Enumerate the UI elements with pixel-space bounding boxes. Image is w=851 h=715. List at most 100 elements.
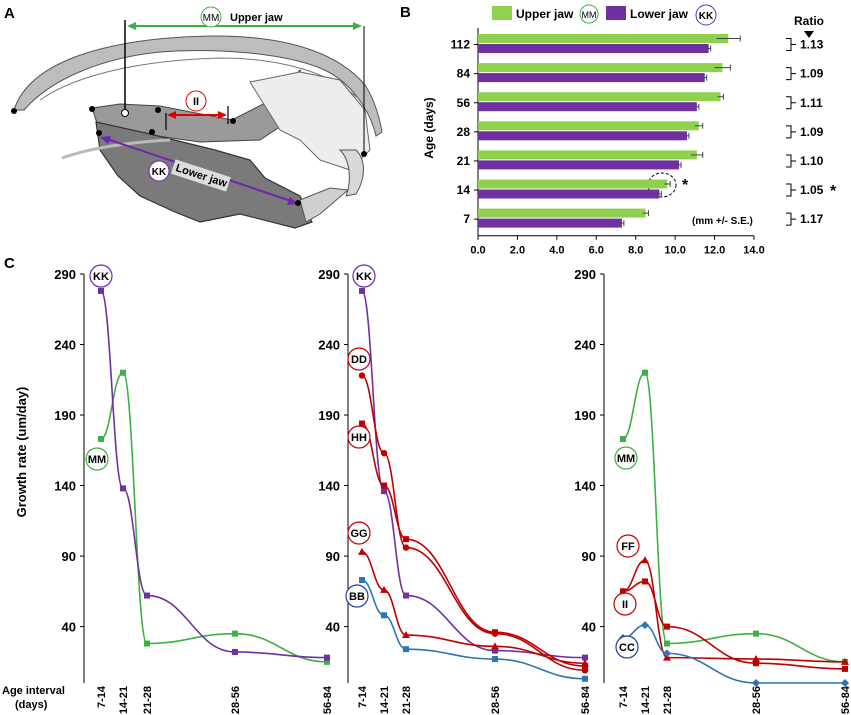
marker-hh: [403, 536, 409, 543]
marker-kk: [582, 654, 588, 661]
series-badge-circle: [89, 264, 113, 288]
line-y-tick-label: 190: [574, 408, 596, 423]
marker-gg: [491, 642, 499, 650]
marker-hh: [381, 482, 387, 489]
bar-kk: [478, 131, 687, 141]
line-x-tick-label: 28-56: [751, 686, 763, 714]
line-x-tick-label: 21-28: [142, 686, 154, 714]
line-y-tick-label: 190: [318, 408, 340, 423]
marker-dd: [358, 372, 366, 379]
marker-gg: [358, 547, 366, 555]
line-x-tick-label: 14-21: [118, 686, 130, 714]
upper-jaw-badge: MM: [203, 13, 220, 24]
marker-ii: [642, 578, 648, 585]
marker-kk: [492, 647, 498, 654]
series-badge-circle: [347, 521, 371, 545]
legend-lower-label: Lower jaw: [630, 7, 689, 21]
bar-chart: Upper jaw MM Lower jaw KK Age (days) Rat…: [422, 4, 837, 257]
marker-mm: [664, 640, 670, 647]
series-badge-circle: [613, 592, 637, 616]
series-badge-circle: [345, 584, 369, 608]
ratio-bracket: [786, 96, 796, 110]
marker-mm: [620, 436, 626, 443]
marker-bb: [582, 675, 588, 682]
series-badge-label: KK: [93, 271, 109, 283]
line-x-tick-label: 7-14: [357, 685, 369, 708]
bar-x-tick-label: 0.0: [470, 245, 485, 257]
line-y-tick-label: 90: [582, 549, 596, 564]
line-y-tick-label: 290: [54, 267, 76, 282]
line-x-tick-label: 56-84: [840, 685, 851, 714]
line-y-tick-label: 240: [54, 338, 76, 353]
line-x-tick-label: 7-14: [96, 685, 108, 708]
marker-cc: [841, 679, 849, 687]
series-badge-label: BB: [349, 591, 365, 603]
marker-ff: [641, 556, 649, 564]
series-line-ff: [622, 559, 846, 663]
series-line-mm: [622, 371, 846, 663]
line-x-tick-label: 7-14: [618, 685, 630, 708]
line-y-tick-label: 190: [54, 408, 76, 423]
series-line-ii: [622, 580, 846, 670]
marker-kk: [324, 654, 330, 661]
marker-gg: [380, 585, 388, 593]
marker-kk: [144, 592, 150, 599]
marker-bb: [381, 612, 387, 619]
bar-category-label: 21: [457, 154, 471, 168]
incisor-upper: [338, 149, 364, 197]
bar-kk: [478, 44, 709, 53]
marker-bb: [403, 646, 409, 653]
line-y-tick-label: 40: [62, 620, 76, 635]
bar-category-label: 112: [451, 38, 471, 52]
marker-bb: [492, 656, 498, 663]
marker-hh: [359, 420, 365, 427]
line-y-tick-label: 140: [54, 479, 76, 494]
series-badge-circle: [615, 635, 639, 659]
bar-x-tick-label: 14.0: [743, 245, 764, 257]
bar-mm: [478, 179, 668, 189]
series-line-cc: [622, 624, 845, 684]
line-charts: Growth rate (um/day) Age interval (days): [2, 387, 65, 711]
marker-mm: [232, 630, 238, 637]
marker-dd: [380, 449, 388, 457]
bar-kk: [478, 160, 680, 170]
ratio-value: 1.05: [800, 183, 824, 197]
marker-gg: [581, 659, 589, 667]
line-y-tick-label: 40: [582, 620, 596, 635]
zygomatic-arch: [61, 138, 171, 160]
panel-label-b: B: [400, 4, 411, 21]
line-chart-1: 290 240 190 140 90 40 7-14 14-21 21-28 28-56 56-84…: [54, 264, 334, 714]
line-y-tick-label: 140: [574, 479, 596, 494]
series-line-bb: [361, 579, 586, 680]
marker-mm: [144, 640, 150, 647]
lower-jaw-badge: KK: [152, 167, 167, 178]
series-line-kk: [100, 290, 328, 659]
line-y-axis-title: Growth rate (um/day): [14, 387, 29, 518]
series-badge-label: KK: [356, 271, 372, 283]
marker-mm: [753, 630, 759, 637]
line-y-tick-label: 290: [574, 267, 596, 282]
bar-kk: [478, 189, 660, 199]
bar-x-tick-label: 2.0: [510, 245, 525, 257]
marker-ii: [664, 623, 670, 630]
line-y-tick-label: 240: [318, 338, 340, 353]
line-y-tick-label: 140: [318, 479, 340, 494]
bar-y-axis-title: Age (days): [422, 97, 436, 158]
marker-ii: [620, 588, 626, 595]
line-x-tick-label: 21-28: [401, 686, 413, 714]
bar-mm: [478, 208, 646, 218]
series-badge-label: FF: [621, 541, 635, 553]
legend-swatch-lower: [606, 6, 626, 20]
highlight-asterisk: *: [682, 177, 689, 194]
bar-mm: [478, 150, 697, 160]
bar-category-label: 84: [457, 67, 471, 81]
bar-kk: [478, 73, 705, 83]
bar-x-tick-label: 12.0: [704, 245, 725, 257]
line-x-tick-label: 56-84: [322, 685, 334, 714]
panel-label-c: C: [4, 255, 15, 272]
marker-cc: [641, 621, 649, 630]
series-line-hh: [361, 422, 586, 667]
marker-kk: [381, 488, 387, 495]
series-badge-circle: [347, 347, 371, 371]
